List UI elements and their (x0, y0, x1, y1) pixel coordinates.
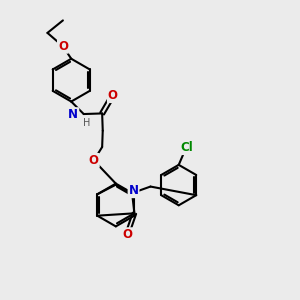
Text: O: O (108, 89, 118, 102)
Text: N: N (68, 108, 78, 121)
Text: Cl: Cl (181, 141, 194, 154)
Text: N: N (128, 184, 139, 197)
Text: O: O (58, 40, 68, 53)
Text: O: O (89, 154, 99, 167)
Text: O: O (123, 228, 133, 241)
Text: H: H (83, 118, 91, 128)
